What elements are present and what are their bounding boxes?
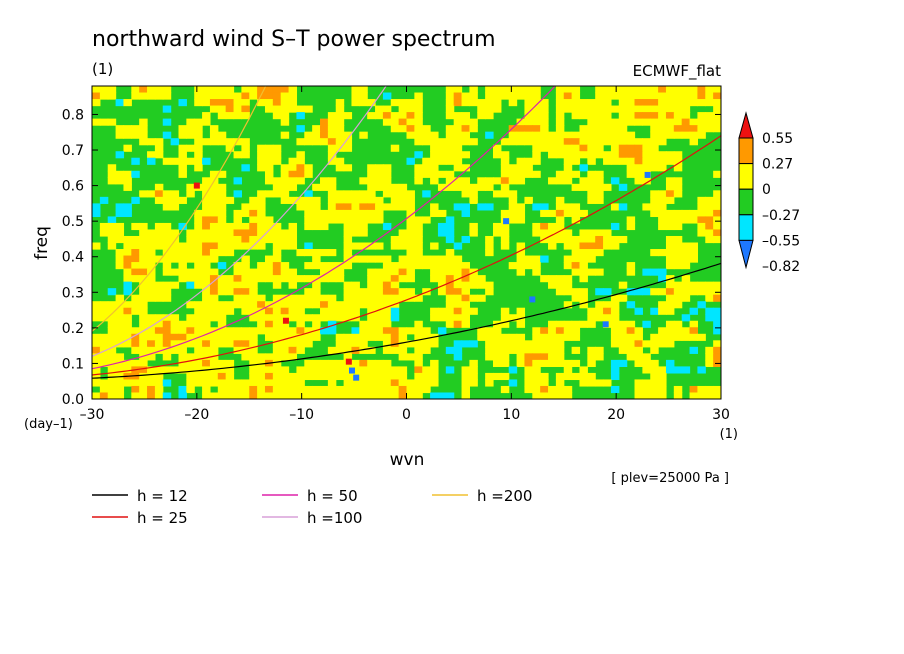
x-tick-label: –20: [184, 407, 209, 423]
legend-label: h =200: [477, 487, 532, 505]
x-axis: –30 –20 –10 0 10 20 30: [80, 86, 730, 423]
y-tick-label: 0.1: [62, 356, 84, 372]
curve-h-25: [92, 135, 721, 376]
colorbar-label: –0.82: [762, 259, 800, 275]
colorbar-segment: [738, 214, 754, 241]
legend: h = 12 h = 25 h = 50 h =100 h =200: [92, 487, 532, 527]
colorbar-extend-low: [738, 239, 754, 270]
chart-title: northward wind S–T power spectrum: [92, 27, 496, 52]
x-axis-unit: (1): [720, 427, 738, 442]
x-tick-label: –30: [80, 407, 105, 423]
colorbar-label: 0: [762, 182, 771, 198]
colorbar-segment: [738, 188, 754, 216]
x-tick-label: 20: [607, 407, 625, 423]
curve-h-12: [92, 262, 721, 379]
y-tick-label: 0.0: [62, 392, 84, 408]
chart-subtitle-left: (1): [92, 60, 113, 78]
legend-label: h =100: [307, 509, 362, 527]
heatmap-field: [92, 86, 721, 399]
x-tick-label: –10: [289, 407, 314, 423]
chart-subtitle-right: ECMWF_flat: [633, 62, 721, 81]
curve-h-200: [92, 86, 267, 332]
colorbar: 0.55 0.27 0 –0.27 –0.55 –0.82: [738, 111, 800, 275]
y-tick-label: 0.7: [62, 143, 84, 159]
y-tick-label: 0.6: [62, 179, 84, 195]
curve-h-100: [92, 86, 387, 357]
legend-label: h = 12: [137, 487, 188, 505]
y-axis-label: freq: [32, 226, 52, 260]
y-tick-label: 0.8: [62, 107, 84, 123]
colorbar-segment: [738, 163, 754, 190]
dispersion-curves: [92, 86, 721, 379]
legend-label: h = 50: [307, 487, 358, 505]
plev-note: [ plev=25000 Pa ]: [611, 471, 729, 486]
colorbar-extend-high: [738, 111, 754, 139]
y-tick-label: 0.5: [62, 214, 84, 230]
colorbar-label: –0.55: [762, 233, 800, 249]
colorbar-label: 0.55: [762, 131, 793, 147]
colorbar-segment: [738, 137, 754, 165]
y-tick-label: 0.4: [62, 250, 84, 266]
x-tick-label: 10: [502, 407, 520, 423]
x-tick-label: 30: [712, 407, 730, 423]
y-axis-unit: (day–1): [24, 417, 73, 432]
y-tick-label: 0.2: [62, 321, 84, 337]
colorbar-label: 0.27: [762, 157, 793, 173]
colorbar-label: –0.27: [762, 208, 800, 224]
y-tick-label: 0.3: [62, 285, 84, 301]
y-axis: 0.0 0.1 0.2 0.3 0.4 0.5 0.6 0.7 0.8: [62, 107, 721, 408]
legend-label: h = 25: [137, 509, 188, 527]
x-tick-label: 0: [402, 407, 411, 423]
x-axis-label: wvn: [390, 450, 425, 470]
curve-h-50: [92, 86, 556, 370]
